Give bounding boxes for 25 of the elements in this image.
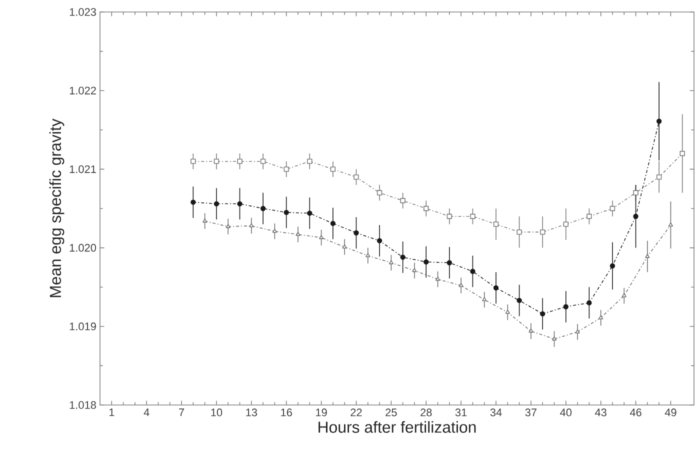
x-tick-label: 1 [109, 408, 114, 416]
x-tick-label: 28 [420, 408, 432, 416]
x-tick-label: 43 [594, 408, 606, 416]
y-tick-label: 1.020 [70, 244, 96, 252]
y-tick-label: 1.023 [70, 8, 96, 16]
x-tick-label: 13 [246, 408, 258, 416]
x-tick-label: 22 [350, 408, 362, 416]
x-tick-label: 25 [386, 408, 397, 416]
x-tick-label: 37 [525, 408, 536, 416]
y-axis-title: Mean egg specific gravity [49, 118, 64, 298]
y-tick-label: 1.022 [70, 86, 96, 94]
x-tick-label: 40 [560, 408, 572, 416]
x-tick-label: 10 [211, 408, 222, 416]
x-tick-label: 34 [490, 408, 502, 416]
x-tick-label: 31 [455, 408, 467, 416]
x-tick-label: 19 [316, 408, 327, 416]
x-tick-label: 7 [179, 408, 184, 416]
x-tick-label: 16 [281, 408, 292, 416]
y-tick-label: 1.021 [70, 165, 96, 174]
x-tick-label: 49 [664, 408, 676, 416]
y-tick-label: 1.019 [70, 322, 96, 330]
x-tick-label: 46 [630, 408, 642, 416]
x-tick-label: 4 [144, 408, 150, 416]
x-axis-title: Hours after fertilization [318, 421, 476, 433]
y-tick-label: 1.018 [70, 401, 96, 409]
